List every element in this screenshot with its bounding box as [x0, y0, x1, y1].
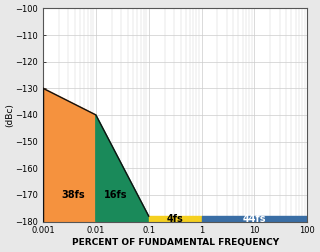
Y-axis label: (dBc): (dBc): [5, 103, 14, 127]
Text: 44fs: 44fs: [243, 214, 266, 224]
X-axis label: PERCENT OF FUNDAMENTAL FREQUENCY: PERCENT OF FUNDAMENTAL FREQUENCY: [72, 238, 279, 247]
Polygon shape: [96, 115, 149, 222]
Polygon shape: [43, 88, 96, 222]
Text: 4fs: 4fs: [167, 214, 183, 224]
Text: 16fs: 16fs: [104, 190, 127, 200]
Text: 38fs: 38fs: [61, 190, 85, 200]
